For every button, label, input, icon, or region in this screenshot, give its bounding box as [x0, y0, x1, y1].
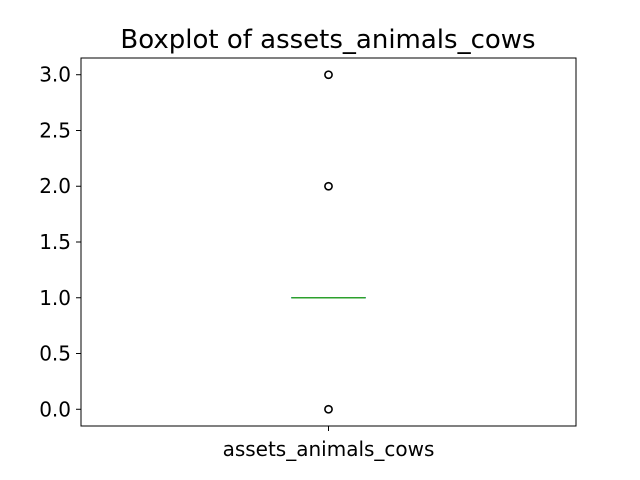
x-axis: assets_animals_cows: [223, 426, 435, 461]
outlier-point: [324, 181, 333, 191]
x-category-label: assets_animals_cows: [223, 437, 435, 461]
box-group: [291, 70, 366, 414]
y-tick-label: 1.5: [39, 230, 71, 254]
y-axis: 0.0 0.5 1.0 1.5 2.0 2.5 3.0: [39, 63, 81, 421]
outlier-point: [324, 70, 333, 80]
y-tick-label: 2.5: [39, 118, 71, 142]
y-tick-label: 0.0: [39, 397, 71, 421]
y-tick-label: 3.0: [39, 63, 71, 87]
y-tick-label: 2.0: [39, 174, 71, 198]
chart-title: Boxplot of assets_animals_cows: [120, 25, 535, 55]
y-tick-label: 0.5: [39, 342, 71, 366]
y-tick-label: 1.0: [39, 286, 71, 310]
outlier-point: [324, 404, 333, 414]
plot-area-frame: [80, 57, 577, 427]
